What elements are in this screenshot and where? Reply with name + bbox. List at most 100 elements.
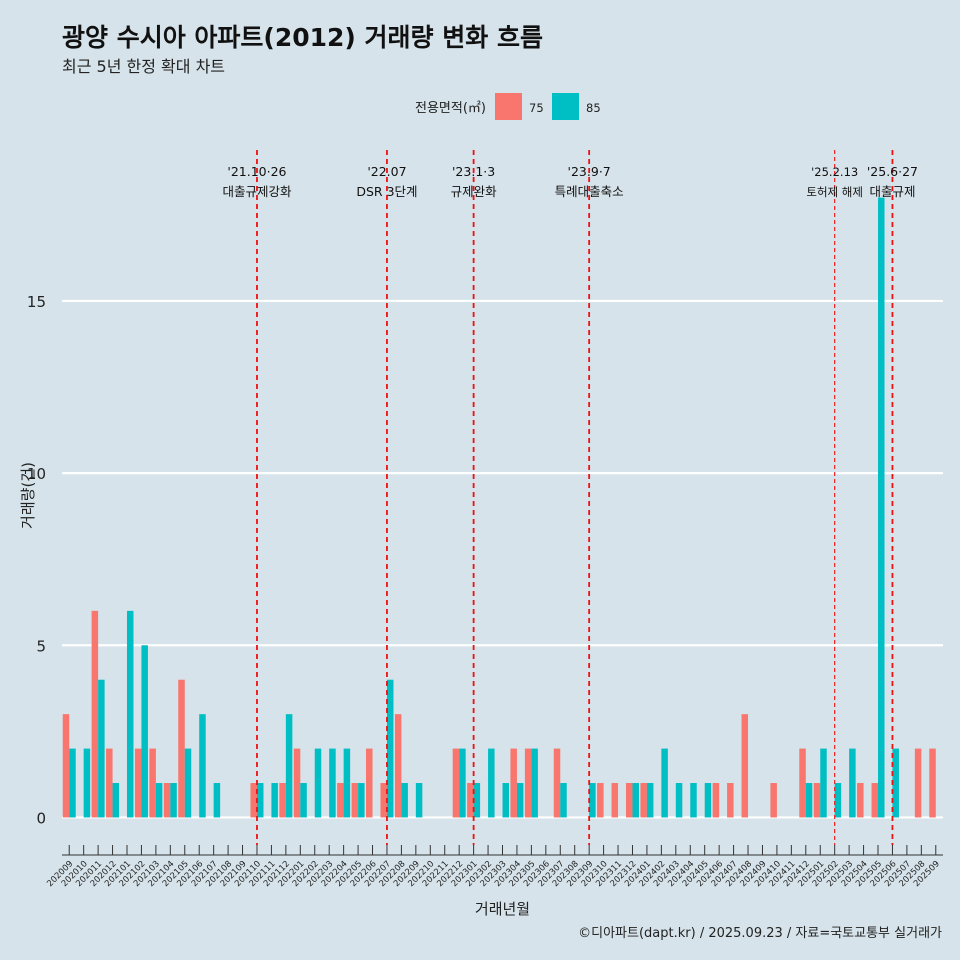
bar-85-202010 <box>83 748 91 818</box>
event-name-label: 규제완화 <box>451 184 498 199</box>
y-tick-label: 15 <box>27 293 46 311</box>
bar-85-202401 <box>646 783 654 818</box>
bar-75-202401 <box>640 783 647 818</box>
event-date-label: '23.1·3 <box>452 164 495 179</box>
bar-85-202404 <box>690 783 697 818</box>
bar-85-202304 <box>516 783 524 818</box>
bar-85-202405 <box>704 783 712 818</box>
bar-75-202012 <box>106 748 113 818</box>
event-date-label: '25.2.13 <box>811 165 858 179</box>
x-axis-title: 거래년월 <box>475 900 530 918</box>
bar-85-202105 <box>184 748 192 818</box>
chart-title: 광양 수시아 아파트(2012) 거래량 변화 흐름 <box>62 23 543 52</box>
bar-85-202106 <box>199 714 206 818</box>
bar-85-202307 <box>560 783 567 818</box>
bar-85-202303 <box>502 783 509 818</box>
bar-85-202104 <box>170 783 177 818</box>
bar-85-202503 <box>849 748 856 818</box>
bar-75-202104 <box>163 783 171 818</box>
bar-75-202311 <box>611 783 619 818</box>
bar-75-202505 <box>871 783 879 818</box>
legend-swatch-75 <box>495 93 522 120</box>
bar-85-202312 <box>632 783 639 818</box>
chart-subtitle: 최근 5년 한정 확대 차트 <box>62 57 226 76</box>
bar-85-202102 <box>141 645 148 818</box>
y-tick-label: 5 <box>36 637 46 655</box>
event-date-label: '23.9·7 <box>568 164 611 179</box>
bar-75-202205 <box>351 783 359 818</box>
chart-caption: ©디아파트(dapt.kr) / 2025.09.23 / 자료=국토교통부 실… <box>578 926 942 941</box>
bar-75-202301 <box>467 783 474 818</box>
bar-75-202103 <box>149 748 156 818</box>
bar-85-202412 <box>805 783 813 818</box>
y-tick-label: 0 <box>36 809 46 827</box>
bar-85-202207 <box>386 679 394 818</box>
bar-85-202208 <box>401 783 408 818</box>
bar-75-202412 <box>799 748 806 818</box>
bar-75-202112 <box>279 783 286 818</box>
bar-75-202508 <box>914 748 922 818</box>
y-axis-title: 거래량(건) <box>19 462 37 529</box>
bar-85-202012 <box>112 783 120 818</box>
event-date-label: '21.10·26 <box>227 164 286 179</box>
bar-85-202201 <box>300 783 307 818</box>
bar-85-202212 <box>459 748 466 818</box>
bar-85-202011 <box>98 679 105 818</box>
event-name-label: 대출규제강화 <box>222 184 292 199</box>
bar-85-202107 <box>213 783 221 818</box>
bar-75-202305 <box>524 748 532 818</box>
bar-85-202101 <box>126 610 134 818</box>
bar-75-202208 <box>394 714 402 818</box>
bar-75-202310 <box>597 783 604 818</box>
bar-75-202410 <box>770 783 777 818</box>
bar-85-202205 <box>358 783 365 818</box>
event-name-label: 토허제 해제 <box>806 185 863 199</box>
bar-75-202407 <box>727 783 734 818</box>
bar-85-202111 <box>271 783 278 818</box>
event-name-label: 대출규제 <box>869 184 915 199</box>
legend-label-85: 85 <box>586 101 601 115</box>
event-name-label: DSR 3단계 <box>356 184 417 199</box>
bar-85-202209 <box>415 783 423 818</box>
legend-label-75: 75 <box>529 101 544 115</box>
bar-85-202202 <box>314 748 322 818</box>
bar-85-202204 <box>343 748 351 818</box>
bar-75-202206 <box>366 748 373 818</box>
bar-75-202204 <box>337 783 344 818</box>
legend-swatch-85 <box>552 93 579 120</box>
bar-75-202408 <box>741 714 749 818</box>
bar-75-202312 <box>625 783 633 818</box>
bar-85-202403 <box>675 783 683 818</box>
bar-75-202212 <box>452 748 460 818</box>
legend-title: 전용면적(㎡) <box>415 101 486 116</box>
event-date-label: '22.07 <box>367 164 406 179</box>
bar-85-202112 <box>285 714 293 818</box>
bar-75-202011 <box>91 610 99 818</box>
bar-75-202110 <box>250 783 257 818</box>
bar-85-202110 <box>256 783 264 818</box>
bar-85-202501 <box>820 748 827 818</box>
bar-85-202505 <box>878 197 885 818</box>
bar-75-202406 <box>712 783 720 818</box>
event-date-label: '25.6·27 <box>867 164 918 179</box>
bar-85-202103 <box>155 783 163 818</box>
bar-85-202502 <box>834 783 842 818</box>
bar-85-202309 <box>589 783 596 818</box>
bar-75-202009 <box>62 714 70 818</box>
bar-75-202501 <box>813 783 821 818</box>
y-tick-label: 10 <box>27 465 46 483</box>
bar-85-202506 <box>892 748 899 818</box>
bar-85-202203 <box>329 748 336 818</box>
bar-75-202201 <box>293 748 301 818</box>
bar-75-202304 <box>510 748 517 818</box>
bar-85-202302 <box>488 748 495 818</box>
bar-75-202504 <box>857 783 864 818</box>
bar-85-202301 <box>473 783 481 818</box>
bar-85-202402 <box>661 748 668 818</box>
bar-85-202009 <box>69 748 76 818</box>
bar-75-202105 <box>178 679 185 818</box>
bar-75-202509 <box>929 748 936 818</box>
event-name-label: 특례대출축소 <box>555 184 624 199</box>
bar-75-202207 <box>380 783 387 818</box>
